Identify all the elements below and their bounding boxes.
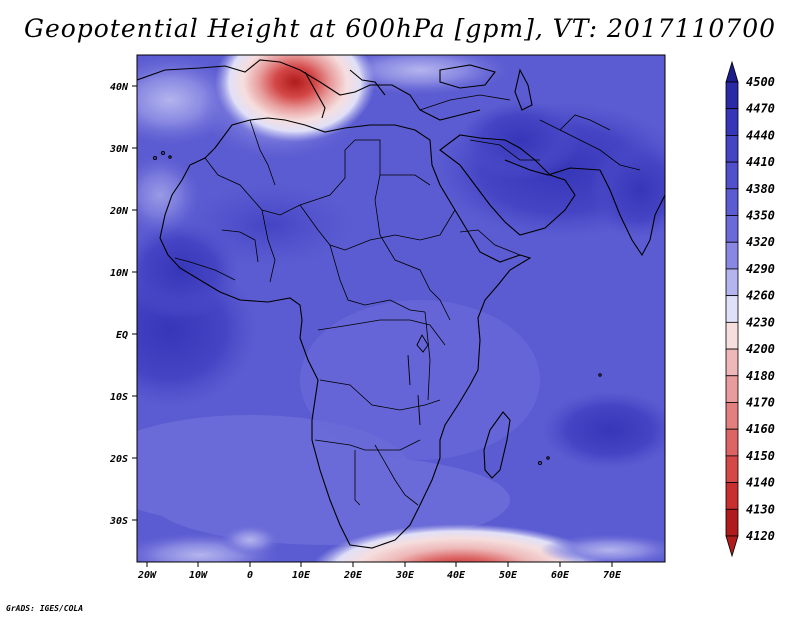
- colorbar-label: 4230: [746, 315, 775, 329]
- lat-label: 10S: [110, 392, 128, 403]
- colorbar-swatch: [725, 455, 739, 483]
- colorbar-swatch: [725, 135, 739, 163]
- colorbar: 4500 4470 4440 4410 4380 4350 4320 4290 4260 4230…: [725, 60, 775, 558]
- lon-label: 60E: [551, 570, 570, 581]
- colorbar-swatch: [725, 508, 739, 537]
- colorbar-swatch: [725, 321, 739, 350]
- colorbar-label: 4500: [746, 75, 775, 89]
- colorbar-swatch: [725, 348, 739, 377]
- colorbar-swatch: [725, 215, 739, 243]
- plot-frame: [136, 54, 666, 563]
- colorbar-bottom-arrow: [725, 535, 739, 558]
- europe-coastline: [137, 59, 481, 121]
- africa-coastline: [159, 117, 532, 549]
- colorbar-label: 4180: [746, 369, 775, 383]
- grads-credit: GrADS: IGES/COLA: [6, 604, 84, 613]
- colorbar-label: 4440: [746, 128, 775, 142]
- colorbar-label: 4150: [746, 449, 775, 463]
- colorbar-swatch: [725, 188, 739, 216]
- colorbar-label: 4350: [746, 209, 775, 223]
- india-coastline: [599, 169, 665, 257]
- colorbar-label: 4200: [746, 342, 775, 356]
- lon-label: 10W: [189, 570, 208, 581]
- lon-label: 0: [247, 570, 253, 581]
- lat-label: 30N: [109, 144, 129, 155]
- longitude-axis: 20W 10W 0 10E 20E 30E 40E 50E 60E 70E: [137, 562, 622, 581]
- colorbar-swatch: [725, 241, 739, 270]
- map-title: Geopotential Height at 600hPa [gpm], VT:…: [23, 14, 777, 43]
- lat-label: 40N: [110, 82, 129, 93]
- latitude-axis: 40N 30N 20N 10N EQ 10S 20S 30S: [109, 82, 137, 527]
- coastlines: [137, 59, 665, 549]
- lat-label: 10N: [110, 268, 129, 279]
- colorbar-swatch: [725, 108, 739, 136]
- lon-label: 10E: [292, 570, 311, 581]
- colorbar-label: 4320: [746, 235, 775, 249]
- colorbar-label: 4170: [746, 395, 775, 409]
- country-borders: [174, 94, 641, 506]
- lon-label: 50E: [499, 570, 518, 581]
- colorbar-swatch: [725, 268, 739, 297]
- lat-label: 20S: [109, 454, 128, 465]
- colorbar-label: 4290: [746, 262, 775, 276]
- low-height-south-indian-ocean: [313, 524, 607, 562]
- colorbar-swatch: [725, 428, 739, 457]
- lat-label: 20N: [109, 206, 129, 217]
- colorbar-swatch: [725, 295, 739, 323]
- colorbar-label: 4130: [746, 502, 775, 516]
- arabia-coastline: [439, 134, 576, 236]
- colorbar-label: 4260: [746, 289, 775, 303]
- colorbar-swatch: [725, 161, 739, 190]
- colorbar-swatch: [725, 375, 739, 403]
- colorbar-top-arrow: [725, 60, 739, 83]
- colorbar-label: 4140: [746, 476, 775, 490]
- high-anomaly-mediterranean: [215, 55, 375, 142]
- colorbar-swatch: [725, 482, 739, 510]
- lon-label: 20W: [137, 570, 157, 581]
- colorbar-swatch: [725, 402, 739, 430]
- colorbar-label: 4410: [746, 155, 775, 169]
- lat-label: EQ: [116, 330, 128, 341]
- colorbar-label: 4160: [746, 422, 775, 436]
- lon-label: 30E: [395, 570, 415, 581]
- colorbar-label: 4120: [746, 529, 775, 543]
- colorbar-label: 4470: [746, 102, 775, 116]
- colorbar-label: 4380: [746, 182, 775, 196]
- madagascar-coastline: [483, 411, 511, 479]
- lon-label: 70E: [603, 570, 622, 581]
- colorbar-swatch: [725, 81, 739, 110]
- lon-label: 20E: [343, 570, 363, 581]
- lat-label: 30S: [109, 516, 128, 527]
- lon-label: 40E: [447, 570, 466, 581]
